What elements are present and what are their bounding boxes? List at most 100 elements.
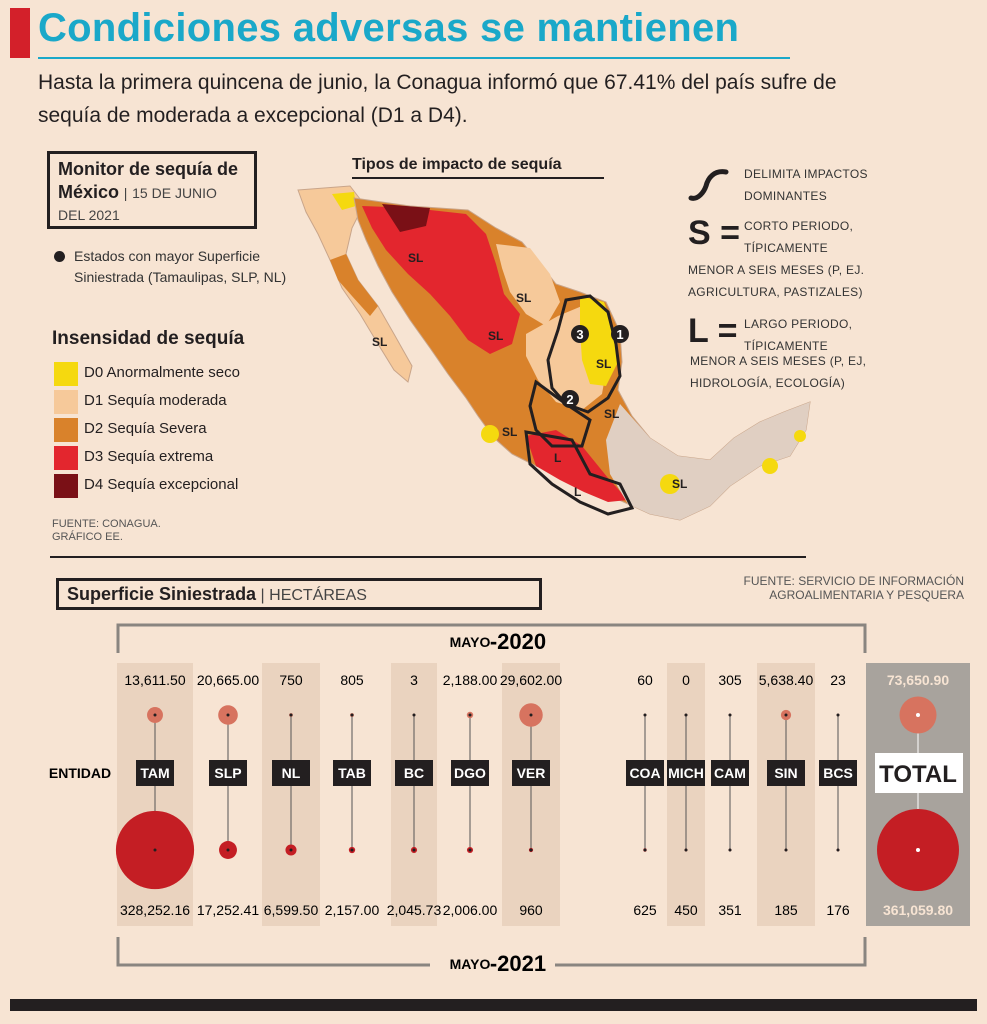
legend-label: D4 Sequía excepcional	[84, 476, 239, 493]
map-marker-label: 3	[576, 327, 583, 342]
dot-center	[412, 848, 416, 852]
map-impact-boundary	[524, 430, 635, 516]
value-label-2020: 305	[718, 672, 742, 688]
key-line: HIDROLOGÍA, ECOLOGÍA)	[690, 376, 845, 390]
value-label-2020: 750	[279, 672, 303, 688]
category-label: VER	[517, 765, 546, 781]
dot-center	[412, 713, 416, 717]
section-divider	[50, 556, 806, 558]
dot-center	[289, 713, 293, 717]
dot-note-text: Estados con mayor Superficie Siniestrada…	[74, 248, 287, 285]
category-tag-bg	[512, 760, 550, 786]
value-label-2021: 328,252.16	[120, 902, 190, 918]
legend-title: Insensidad de sequía	[52, 328, 245, 349]
category-tag-bg	[333, 760, 371, 786]
dot-center	[784, 713, 788, 717]
key-line: LARGO PERIODO,	[744, 317, 853, 331]
legend-item: D4 Sequía excepcional	[54, 474, 304, 498]
dot-center	[684, 848, 688, 852]
value-label-2020: 0	[682, 672, 690, 688]
category-label: COA	[629, 765, 660, 781]
dot-center	[226, 848, 230, 852]
value-label-2020: 20,665.00	[197, 672, 259, 688]
monitor-date: 15 DE JUNIO DEL 2021	[58, 185, 217, 223]
key-s-text: CORTO PERIODO, TÍPICAMENTE	[744, 215, 853, 259]
key-curve-text: DELIMITA IMPACTOS DOMINANTES	[744, 163, 868, 207]
map-impact-label: SL	[502, 425, 517, 439]
value-label-2020: 13,611.50	[124, 672, 185, 688]
dot-center	[529, 848, 533, 852]
total-label-2020: 73,650.90	[887, 672, 949, 688]
map-region-d1-north	[496, 244, 560, 326]
map-marker	[571, 325, 589, 343]
legend-swatch	[54, 474, 78, 498]
category-label: BCS	[823, 765, 853, 781]
value-label-2021: 351	[718, 902, 742, 918]
chart-source-line: AGROALIMENTARIA Y PESQUERA	[769, 588, 964, 602]
category-tag-bg	[209, 760, 247, 786]
total-label: TOTAL	[879, 761, 957, 788]
dot-center	[529, 713, 533, 717]
legend-label: D3 Sequía extrema	[84, 448, 214, 465]
chart-heading: Superficie Siniestrada	[67, 584, 257, 604]
category-tag-bg	[767, 760, 805, 786]
category-label: DGO	[454, 765, 486, 781]
dot-center	[728, 848, 732, 852]
dot-center	[468, 848, 472, 852]
key-line: DOMINANTES	[744, 189, 828, 203]
legend-item: D0 Anormalmente seco	[54, 362, 304, 386]
category-label: BC	[404, 765, 424, 781]
value-label-2021: 17,252.41	[197, 902, 259, 918]
category-tag-bg	[395, 760, 433, 786]
key-line: CORTO PERIODO,	[744, 219, 854, 233]
map-source-line: GRÁFICO EE.	[52, 531, 123, 543]
category-tag-bg	[272, 760, 310, 786]
value-label-2021: 2,045.73	[387, 902, 442, 918]
dot-center	[153, 713, 157, 717]
map-impact-label: SL	[408, 251, 423, 265]
dot-center	[916, 713, 920, 717]
category-label: SLP	[214, 765, 241, 781]
dot-center	[916, 848, 920, 852]
map-region-d3-north	[362, 206, 520, 354]
key-l-text: LARGO PERIODO, TÍPICAMENTE	[744, 313, 852, 357]
title-accent-bar	[10, 8, 30, 58]
row-label: ENTIDAD	[49, 765, 111, 781]
map-impact-label: SL	[372, 335, 387, 349]
map-d0-spot	[762, 458, 778, 474]
legend-item: D2 Sequía Severa	[54, 418, 304, 442]
page-subtitle: Hasta la primera quincena de junio, la C…	[38, 71, 837, 127]
monitor-separator: |	[123, 185, 128, 201]
map-title-underline	[352, 177, 604, 179]
dot-center	[643, 848, 647, 852]
value-label-2020: 5,638.40	[759, 672, 814, 688]
key-line: DELIMITA IMPACTOS	[744, 167, 868, 181]
map-region-d4	[382, 204, 430, 232]
dot-center	[643, 713, 647, 717]
map-marker-label: 2	[566, 392, 573, 407]
map-source: FUENTE: CONAGUA. GRÁFICO EE.	[52, 518, 161, 544]
legend-label: D2 Sequía Severa	[84, 420, 207, 437]
title-underline	[38, 57, 790, 59]
key-s-letter: S =	[688, 214, 740, 252]
mexico-drought-map: 1 2 3 SL SL SL SL SL SL SL SL L L	[297, 185, 811, 521]
map-marker	[561, 390, 579, 408]
chart-heading-unit: HECTÁREAS	[269, 587, 367, 604]
map-region-d3-south	[526, 430, 628, 502]
map-region-baja-d0	[332, 192, 356, 210]
legend-swatch	[54, 390, 78, 414]
period-top-month: MAYO	[450, 634, 491, 650]
chart-source: FUENTE: SERVICIO DE INFORMACIÓN AGROALIM…	[700, 574, 964, 602]
dot-center	[836, 848, 840, 852]
boundary-curve-icon	[688, 169, 729, 201]
value-label-2021: 185	[774, 902, 798, 918]
value-label-2021: 6,599.50	[264, 902, 319, 918]
map-d0-spot	[481, 425, 499, 443]
key-l-letter: L =	[688, 312, 738, 350]
category-label: TAB	[338, 765, 366, 781]
map-impact-label: SL	[488, 329, 503, 343]
key-s-text-cont: MENOR A SEIS MESES (P, EJ. AGRICULTURA, …	[688, 259, 864, 303]
period-bottom-year: -2021	[490, 951, 546, 976]
value-label-2020: 3	[410, 672, 418, 688]
